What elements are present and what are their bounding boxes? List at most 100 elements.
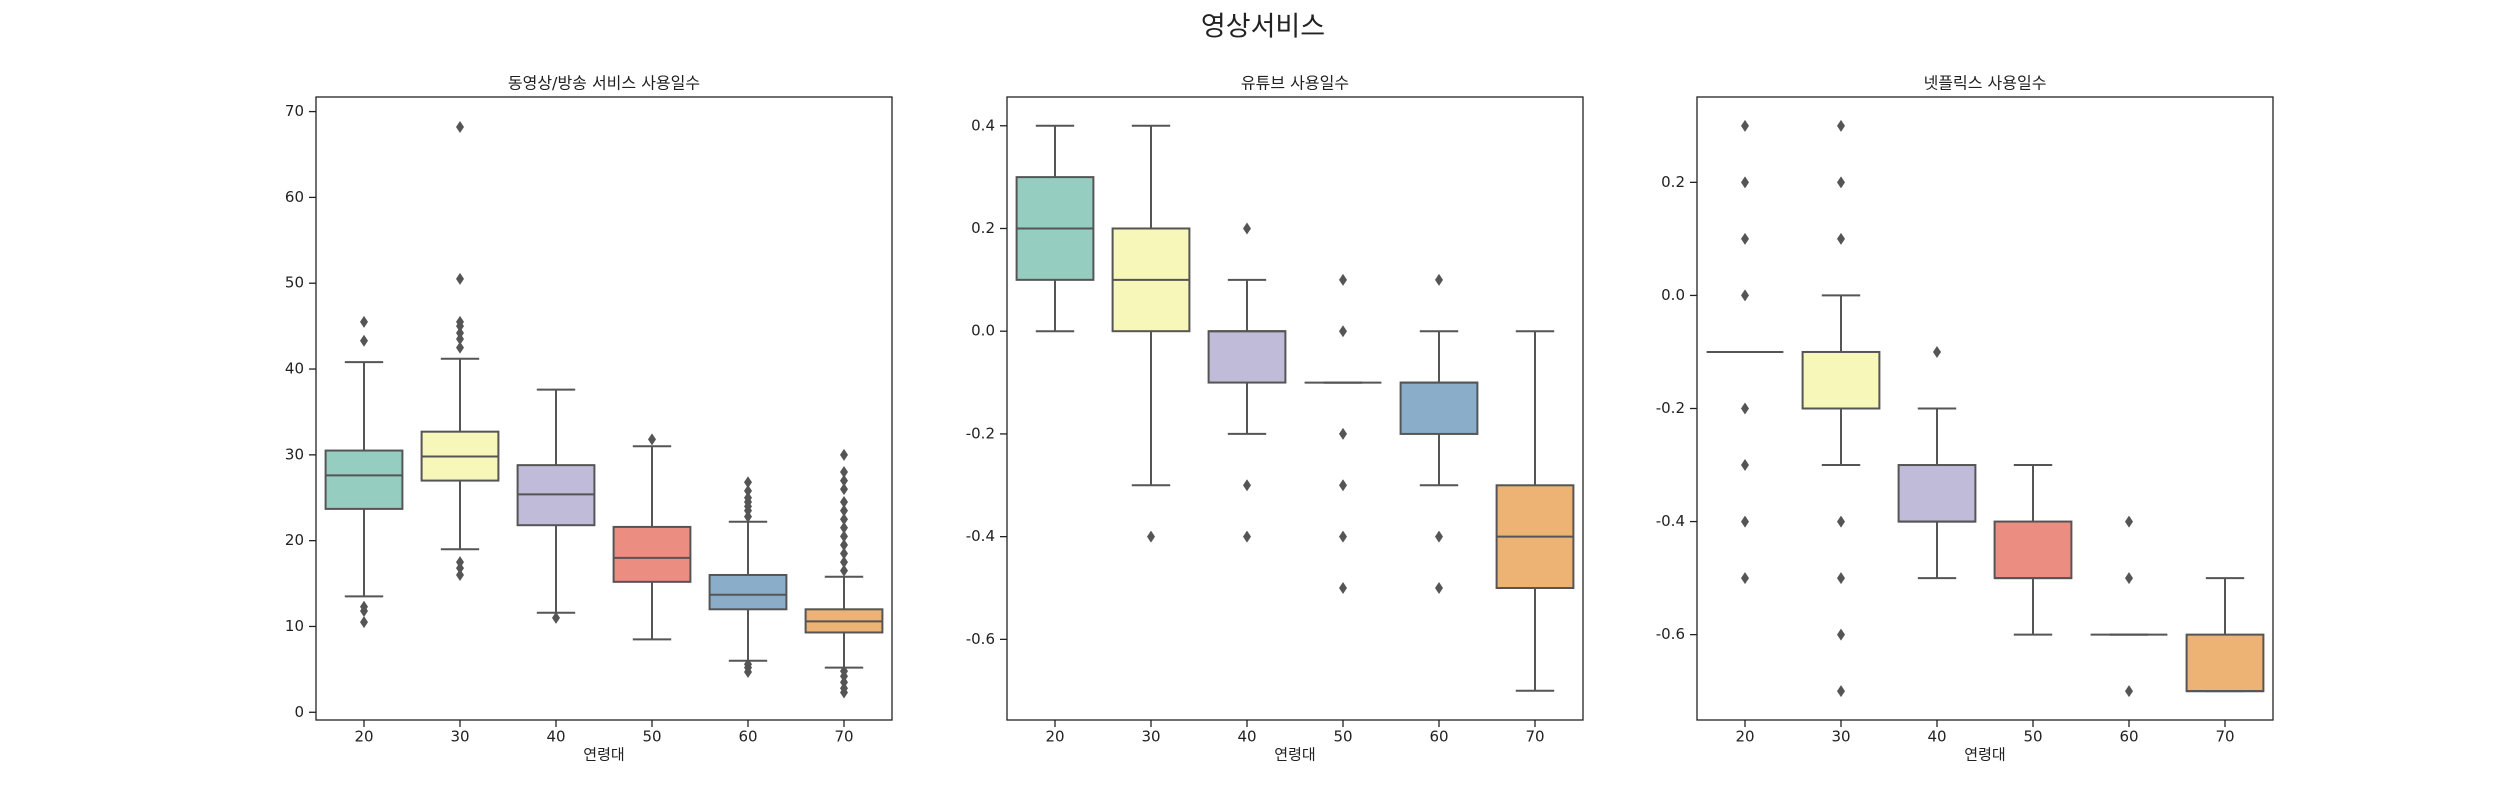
outlier bbox=[744, 476, 752, 489]
box bbox=[1399, 381, 1479, 435]
outlier bbox=[1741, 515, 1749, 528]
whisker-high bbox=[1419, 330, 1459, 383]
outlier bbox=[360, 315, 368, 328]
outlier bbox=[1339, 530, 1347, 543]
outlier bbox=[360, 616, 368, 629]
outlier bbox=[744, 491, 752, 504]
outlier bbox=[456, 326, 464, 339]
whisker-high bbox=[536, 388, 576, 466]
box bbox=[1897, 464, 1977, 523]
outlier bbox=[1339, 325, 1347, 338]
outlier bbox=[744, 658, 752, 671]
whisker-low bbox=[440, 480, 480, 551]
outlier bbox=[456, 341, 464, 354]
box bbox=[1207, 330, 1287, 384]
whisker-high bbox=[632, 445, 672, 527]
y-tick-label: 40 bbox=[285, 360, 304, 378]
outlier bbox=[840, 530, 848, 543]
outlier bbox=[744, 510, 752, 523]
subplot-title: 유튜브 사용일수 bbox=[1241, 74, 1349, 93]
outlier bbox=[1837, 628, 1845, 641]
whisker-high bbox=[344, 361, 384, 451]
whisker-high bbox=[1515, 330, 1555, 486]
plot-frame bbox=[315, 96, 893, 721]
whisker-low bbox=[1419, 433, 1459, 487]
box bbox=[612, 525, 692, 583]
outlier bbox=[1837, 685, 1845, 698]
x-axis-label: 연령대 bbox=[1964, 746, 2005, 764]
outlier bbox=[1837, 232, 1845, 245]
x-tick-label: 60 bbox=[2119, 728, 2138, 746]
whisker-high bbox=[1035, 124, 1075, 178]
outlier bbox=[552, 611, 560, 624]
outlier bbox=[360, 600, 368, 613]
x-tick-label: 50 bbox=[2023, 728, 2042, 746]
whisker-high bbox=[824, 575, 864, 610]
outlier bbox=[1339, 273, 1347, 286]
y-tick-label: 0.0 bbox=[971, 322, 995, 340]
x-tick-label: 20 bbox=[1735, 728, 1754, 746]
x-tick-label: 70 bbox=[1525, 728, 1544, 746]
outlier bbox=[456, 315, 464, 328]
outlier bbox=[2125, 572, 2133, 585]
outlier bbox=[840, 556, 848, 569]
outlier bbox=[840, 538, 848, 551]
y-tick-label: -0.4 bbox=[966, 527, 995, 545]
outlier bbox=[840, 682, 848, 695]
outlier bbox=[1435, 273, 1443, 286]
outlier bbox=[648, 433, 656, 446]
outlier bbox=[1339, 427, 1347, 440]
x-tick-label: 60 bbox=[738, 728, 757, 746]
whisker-low bbox=[1917, 521, 1957, 580]
outlier bbox=[2125, 685, 2133, 698]
x-tick-label: 30 bbox=[1831, 728, 1850, 746]
whisker-high bbox=[2205, 577, 2245, 635]
outlier bbox=[456, 332, 464, 345]
outlier bbox=[1837, 572, 1845, 585]
outlier bbox=[840, 665, 848, 678]
x-tick-label: 20 bbox=[354, 728, 373, 746]
outlier bbox=[1147, 530, 1155, 543]
y-tick-label: 0.2 bbox=[1661, 173, 1685, 191]
outlier bbox=[1435, 582, 1443, 595]
outlier bbox=[1435, 530, 1443, 543]
x-tick-label: 20 bbox=[1045, 728, 1064, 746]
x-tick-label: 60 bbox=[1429, 728, 1448, 746]
y-tick-label: 30 bbox=[285, 445, 304, 463]
whisker-low bbox=[2013, 578, 2053, 636]
y-tick-label: -0.2 bbox=[1656, 399, 1685, 417]
outlier bbox=[840, 504, 848, 517]
outlier bbox=[840, 483, 848, 496]
outlier bbox=[840, 513, 848, 526]
outlier bbox=[840, 547, 848, 560]
y-tick-label: 50 bbox=[285, 274, 304, 292]
whisker-high bbox=[2013, 464, 2053, 522]
outlier bbox=[840, 564, 848, 577]
y-tick-label: 10 bbox=[285, 617, 304, 635]
x-tick-label: 70 bbox=[834, 728, 853, 746]
whisker-low bbox=[1227, 382, 1267, 435]
y-tick-label: 0.2 bbox=[971, 219, 995, 237]
outlier bbox=[2125, 515, 2133, 528]
outlier bbox=[840, 496, 848, 509]
outlier bbox=[1339, 479, 1347, 492]
outlier bbox=[1837, 176, 1845, 189]
box bbox=[2185, 633, 2265, 693]
x-axis-label: 연령대 bbox=[1274, 746, 1315, 764]
y-tick-label: 0 bbox=[294, 703, 304, 721]
outlier bbox=[1837, 119, 1845, 132]
outlier bbox=[1243, 530, 1251, 543]
x-tick-label: 40 bbox=[1927, 728, 1946, 746]
outlier bbox=[840, 448, 848, 461]
outlier bbox=[456, 568, 464, 581]
outlier bbox=[1339, 582, 1347, 595]
y-tick-label: -0.6 bbox=[966, 630, 995, 648]
whisker-high bbox=[1821, 294, 1861, 352]
outlier bbox=[1837, 515, 1845, 528]
whisker-low bbox=[632, 581, 672, 641]
whisker-high bbox=[440, 357, 480, 432]
outlier bbox=[840, 474, 848, 487]
x-tick-label: 50 bbox=[1333, 728, 1352, 746]
whisker-low bbox=[1131, 331, 1171, 487]
